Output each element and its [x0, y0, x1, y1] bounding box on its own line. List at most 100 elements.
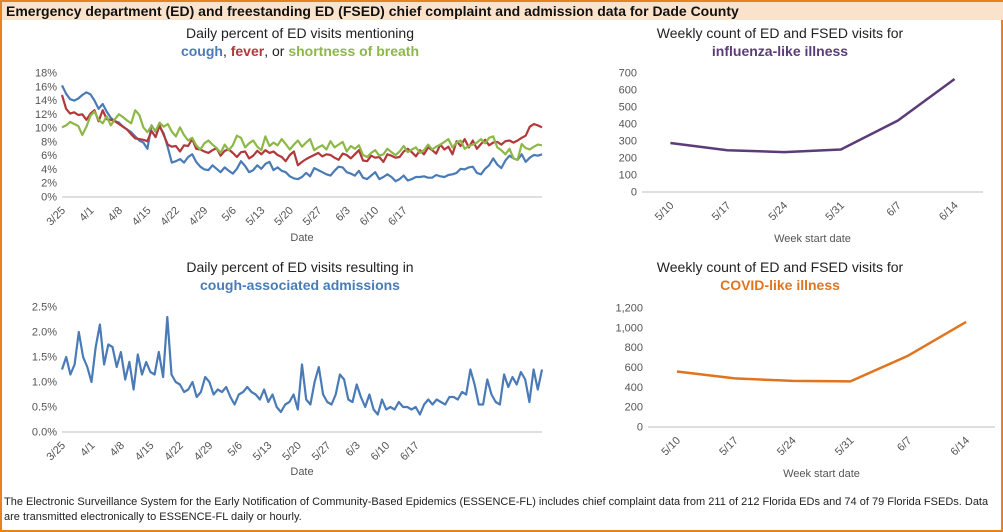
x-tick-label: 6/17 — [398, 440, 422, 464]
x-tick-label: 3/25 — [44, 440, 68, 464]
report-header: Emergency department (ED) and freestandi… — [2, 2, 1003, 20]
y-tick-label: 300 — [619, 136, 637, 148]
y-tick-label: 6% — [41, 150, 57, 162]
x-tick-label: 5/20 — [280, 440, 304, 464]
x-tick-label: 6/14 — [937, 200, 961, 224]
chart-chief-complaint-percent: 0%2%4%6%8%10%12%14%16%18%3/25 4/1 4/8 4/15 4… — [35, 68, 543, 244]
y-tick-label: 18% — [35, 68, 57, 80]
y-tick-label: 200 — [619, 153, 637, 165]
chart4-subtitle: COVID-like illness — [720, 277, 840, 293]
y-tick-label: 1.5% — [32, 352, 57, 364]
y-tick-label: 200 — [625, 402, 643, 414]
y-tick-label: 700 — [619, 68, 637, 80]
y-tick-label: 400 — [625, 382, 643, 394]
y-tick-label: 4% — [41, 164, 57, 176]
series-line-fever — [60, 94, 543, 167]
footer-note: The Electronic Surveillance System for t… — [4, 496, 989, 523]
y-tick-label: 600 — [619, 85, 637, 97]
x-tick-label: 5/6 — [226, 440, 245, 459]
x-tick-label: 5/24 — [775, 435, 799, 459]
x-axis-label: Date — [290, 232, 313, 244]
x-tick-label: 6/3 — [344, 440, 363, 459]
x-tick-label: 6/10 — [369, 440, 393, 464]
legend-sep1: , — [222, 43, 231, 59]
chart-influenza-like-illness: 0 100 200 300 400 500 600 700 5/10 5/17 5/24 5/31 6/… — [619, 68, 983, 245]
x-tick-label: 4/29 — [187, 205, 211, 229]
x-tick-label: 6/7 — [895, 435, 914, 454]
y-tick-label: 10% — [35, 123, 57, 135]
series-line-shortness-of-breath — [61, 109, 543, 161]
chart3-title-block: Daily percent of ED visits resulting in … — [70, 258, 530, 294]
y-tick-label: 14% — [35, 95, 57, 107]
y-tick-label: 2.5% — [32, 302, 57, 314]
y-tick-label: 1,000 — [615, 322, 643, 334]
legend-sep2: , or — [264, 43, 289, 59]
x-tick-label: 5/10 — [653, 200, 677, 224]
series-line-cough-associated-admissions — [60, 315, 544, 416]
x-tick-label: 6/10 — [358, 205, 382, 229]
x-tick-label: 5/13 — [251, 440, 275, 464]
x-tick-label: 4/1 — [77, 205, 96, 224]
y-tick-label: 2% — [41, 178, 57, 190]
x-tick-label: 5/10 — [659, 435, 683, 459]
x-tick-label: 4/22 — [162, 440, 186, 464]
x-tick-label: 3/25 — [44, 205, 68, 229]
chart3-subtitle: cough-associated admissions — [200, 277, 400, 293]
x-tick-label: 4/29 — [192, 440, 216, 464]
x-tick-label: 4/1 — [78, 440, 97, 459]
chart2-title-block: Weekly count of ED and FSED visits for i… — [600, 24, 960, 60]
series-line-covid-like-illness — [676, 320, 967, 383]
chart1-title-block: Daily percent of ED visits mentioning co… — [70, 24, 530, 60]
chart3-title: Daily percent of ED visits resulting in — [186, 259, 414, 275]
x-tick-label: 6/7 — [885, 200, 904, 219]
y-tick-label: 600 — [625, 362, 643, 374]
x-tick-label: 5/6 — [220, 205, 239, 224]
y-tick-label: 0.5% — [32, 402, 57, 414]
legend-cough: cough — [180, 43, 223, 59]
x-axis-label: Date — [290, 466, 313, 478]
x-tick-label: 4/22 — [158, 205, 182, 229]
x-tick-label: 5/27 — [301, 205, 325, 229]
chart2-title: Weekly count of ED and FSED visits for — [656, 25, 904, 41]
y-tick-label: 800 — [625, 342, 643, 354]
x-tick-label: 5/31 — [833, 435, 857, 459]
chart4-title-block: Weekly count of ED and FSED visits for C… — [600, 258, 960, 294]
x-tick-label: 5/17 — [717, 435, 741, 459]
x-axis-label: Week start date — [783, 468, 860, 480]
legend-shortness-of-breath: shortness of breath — [288, 43, 420, 59]
x-tick-label: 5/27 — [310, 440, 334, 464]
y-tick-label: 0% — [41, 192, 57, 204]
x-tick-label: 4/8 — [108, 440, 127, 459]
chart-covid-like-illness: 0 200 400 600 800 1,000 1,200 5/10 5/17 5/24 5/31 6… — [615, 303, 995, 480]
y-tick-label: 400 — [619, 119, 637, 131]
x-tick-label: 6/14 — [949, 435, 973, 459]
y-tick-label: 2.0% — [32, 327, 57, 339]
y-tick-label: 1.0% — [32, 377, 57, 389]
y-tick-label: 500 — [619, 102, 637, 114]
x-tick-label: 4/15 — [133, 440, 157, 464]
x-tick-label: 6/3 — [334, 205, 353, 224]
chart-cough-admissions-percent: 0.0%0.5%1.0%1.5%2.0%2.5%3/25 4/1 4/8 4/15 4/… — [32, 302, 544, 478]
x-tick-label: 6/17 — [386, 205, 410, 229]
x-tick-label: 5/31 — [823, 200, 847, 224]
x-tick-label: 5/17 — [710, 200, 734, 224]
chart1-legend-title: cough, fever, or shortness of breath — [70, 42, 530, 60]
x-tick-label: 4/15 — [130, 205, 154, 229]
y-tick-label: 100 — [619, 170, 637, 182]
x-tick-label: 5/20 — [272, 205, 296, 229]
chart4-title: Weekly count of ED and FSED visits for — [656, 259, 904, 275]
y-tick-label: 0 — [637, 422, 643, 434]
series-line-influenza-like-illness — [670, 77, 956, 154]
x-tick-label: 4/8 — [106, 205, 125, 224]
y-tick-label: 8% — [41, 136, 57, 148]
y-tick-label: 0 — [631, 187, 637, 199]
y-tick-label: 16% — [35, 81, 57, 93]
y-tick-label: 0.0% — [32, 427, 57, 439]
series-line-cough — [61, 84, 543, 183]
legend-fever: fever — [230, 43, 265, 59]
x-axis-label: Week start date — [774, 233, 851, 245]
chart2-subtitle: influenza-like illness — [711, 43, 849, 59]
chart1-title: Daily percent of ED visits mentioning — [186, 25, 414, 41]
x-tick-label: 5/24 — [767, 200, 791, 224]
